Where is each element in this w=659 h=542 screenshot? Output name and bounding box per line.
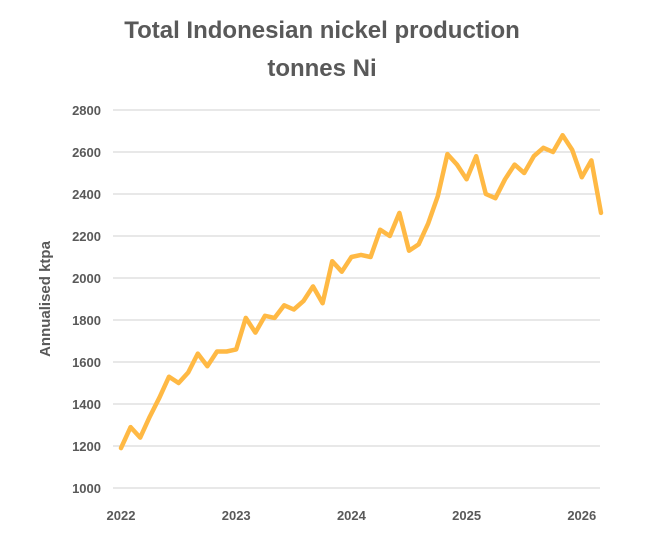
y-tick-label: 1800 [72,313,101,328]
x-tick-label: 2023 [222,508,251,523]
x-tick-label: 2022 [107,508,136,523]
production-line [118,132,604,451]
chart-title: Total Indonesian nickel production [124,17,520,44]
y-tick-label: 1000 [72,481,101,496]
y-tick-label: 2600 [72,145,101,160]
y-tick-label: 1200 [72,439,101,454]
y-tick-label: 1600 [72,355,101,370]
y-tick-label: 2800 [72,103,101,118]
y-tick-label: 2200 [72,229,101,244]
x-tick-label: 2026 [567,508,596,523]
x-tick-label: 2025 [452,508,481,523]
y-axis-label: Annualised ktpa [37,240,54,357]
y-tick-label: 2000 [72,271,101,286]
chart-subtitle: tonnes Ni [267,55,376,82]
x-tick-label: 2024 [337,508,367,523]
y-tick-label: 2400 [72,187,101,202]
y-tick-label: 1400 [72,397,101,412]
